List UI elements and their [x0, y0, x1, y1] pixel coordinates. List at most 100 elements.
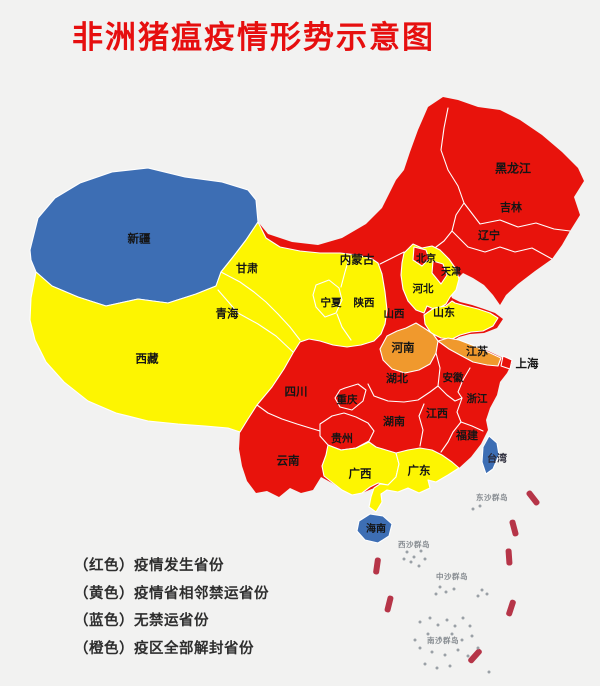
province-beijing	[412, 246, 430, 267]
island-dot	[444, 590, 448, 594]
province-label-heilongjiang: 黑龙江	[495, 161, 531, 176]
province-label-tianjin: 天津	[441, 265, 461, 278]
island-dot	[430, 650, 434, 654]
island-dot	[450, 632, 454, 636]
province-border-line	[440, 421, 462, 453]
island-dot	[419, 549, 423, 553]
nine-dash-line-segment	[384, 595, 394, 613]
province-border-line	[340, 254, 351, 288]
legend: （红色）疫情发生省份 （黄色）疫情省相邻禁运省份 （蓝色）无禁运省份 （橙色）疫…	[74, 553, 269, 663]
province-label-qinghai: 青海	[216, 307, 239, 321]
province-hainan	[356, 513, 393, 544]
province-label-guizhou: 贵州	[331, 431, 353, 445]
nine-dash-line-segment	[509, 519, 519, 537]
province-border-line	[256, 404, 321, 432]
province-label-taiwan: 台湾	[487, 452, 507, 465]
province-label-shaanxi: 陕西	[354, 296, 375, 309]
province-label-henan: 河南	[392, 341, 415, 355]
island-dot	[470, 634, 474, 638]
province-border-line	[437, 385, 463, 402]
island-dot	[485, 592, 489, 596]
island-dot	[412, 555, 416, 559]
province-label-guangdong: 广东	[408, 464, 431, 478]
island-dot	[402, 557, 406, 561]
island-dot	[448, 664, 452, 668]
province-border-line	[457, 367, 471, 399]
province-west-yellow-mass	[29, 221, 388, 433]
province-label-liaoning: 辽宁	[478, 228, 500, 242]
province-label-gansu: 甘肃	[236, 261, 258, 275]
province-shandong	[423, 300, 499, 340]
island-dot	[438, 636, 442, 640]
province-border-line	[334, 383, 367, 411]
nine-dash-line-segment	[373, 557, 381, 575]
province-label-guangxi: 广西	[349, 467, 372, 481]
legend-item-blue: （蓝色）无禁运省份	[74, 613, 209, 629]
province-border-line	[217, 289, 294, 353]
province-border-line	[367, 383, 439, 403]
island-dot	[466, 654, 470, 658]
province-label-jiangsu: 江苏	[466, 344, 488, 358]
island-dot	[476, 594, 480, 598]
nine-dash-line-segment	[506, 599, 516, 617]
island-dot	[428, 616, 432, 620]
island-dot	[423, 662, 427, 666]
island-dot	[461, 616, 465, 620]
province-border-line	[435, 352, 441, 387]
province-label-jiangxi: 江西	[426, 406, 448, 420]
island-dot	[417, 564, 421, 568]
province-border-line	[456, 397, 463, 423]
island-dot	[453, 624, 457, 628]
province-border-line	[418, 403, 425, 447]
province-label-hubei: 湖北	[386, 371, 408, 385]
province-tianjin	[431, 260, 448, 285]
island-dot	[445, 618, 449, 622]
island-dot	[438, 585, 442, 589]
province-label-xinjiang: 新疆	[128, 232, 151, 246]
province-border-line	[463, 202, 571, 232]
island-dot	[405, 550, 409, 554]
island-dot	[409, 560, 413, 564]
island-dot	[476, 646, 480, 650]
nine-dash-line-segment	[505, 548, 513, 566]
province-label-shanghai: 上海	[516, 357, 539, 371]
province-label-shanxi: 山西	[384, 307, 405, 320]
province-label-beijing: 北京	[416, 252, 436, 265]
island-group-label-dongsha: 东沙群岛	[476, 492, 508, 502]
province-border-line	[379, 251, 405, 265]
island-dot	[436, 623, 440, 627]
island-dot	[468, 624, 472, 628]
province-border-line	[460, 421, 484, 432]
legend-item-red: （红色）疫情发生省份	[74, 558, 224, 574]
province-label-chongqing: 重庆	[337, 393, 358, 406]
legend-item-yellow: （黄色）疫情省相邻禁运省份	[74, 585, 269, 602]
province-label-anhui: 安徽	[443, 371, 464, 384]
province-label-hebei: 河北	[413, 282, 434, 295]
island-group-label-xisha: 西沙群岛	[398, 539, 430, 549]
province-guangdong	[368, 447, 460, 513]
province-border-line	[435, 230, 453, 248]
province-label-hunan: 湖南	[383, 414, 405, 428]
province-label-hainan: 海南	[366, 522, 386, 535]
island-dot	[426, 632, 430, 636]
province-label-shandong: 山东	[433, 305, 455, 319]
nine-dash-line-segment	[468, 648, 482, 664]
province-label-xizang: 西藏	[136, 352, 159, 366]
province-label-ningxia: 宁夏	[321, 296, 342, 309]
province-border-line	[319, 412, 375, 451]
province-taiwan	[481, 435, 500, 475]
island-dot	[443, 653, 447, 657]
page-title: 非洲猪瘟疫情形势示意图	[72, 20, 435, 56]
island-dot	[435, 666, 439, 670]
island-dot	[456, 648, 460, 652]
province-label-yunnan: 云南	[277, 454, 300, 468]
province-label-zhejiang: 浙江	[467, 392, 488, 405]
island-dot	[418, 646, 422, 650]
province-border-line	[451, 202, 465, 232]
island-dot	[480, 588, 484, 592]
island-dot	[478, 504, 482, 508]
province-shanghai	[500, 355, 513, 370]
island-dot	[487, 670, 491, 674]
